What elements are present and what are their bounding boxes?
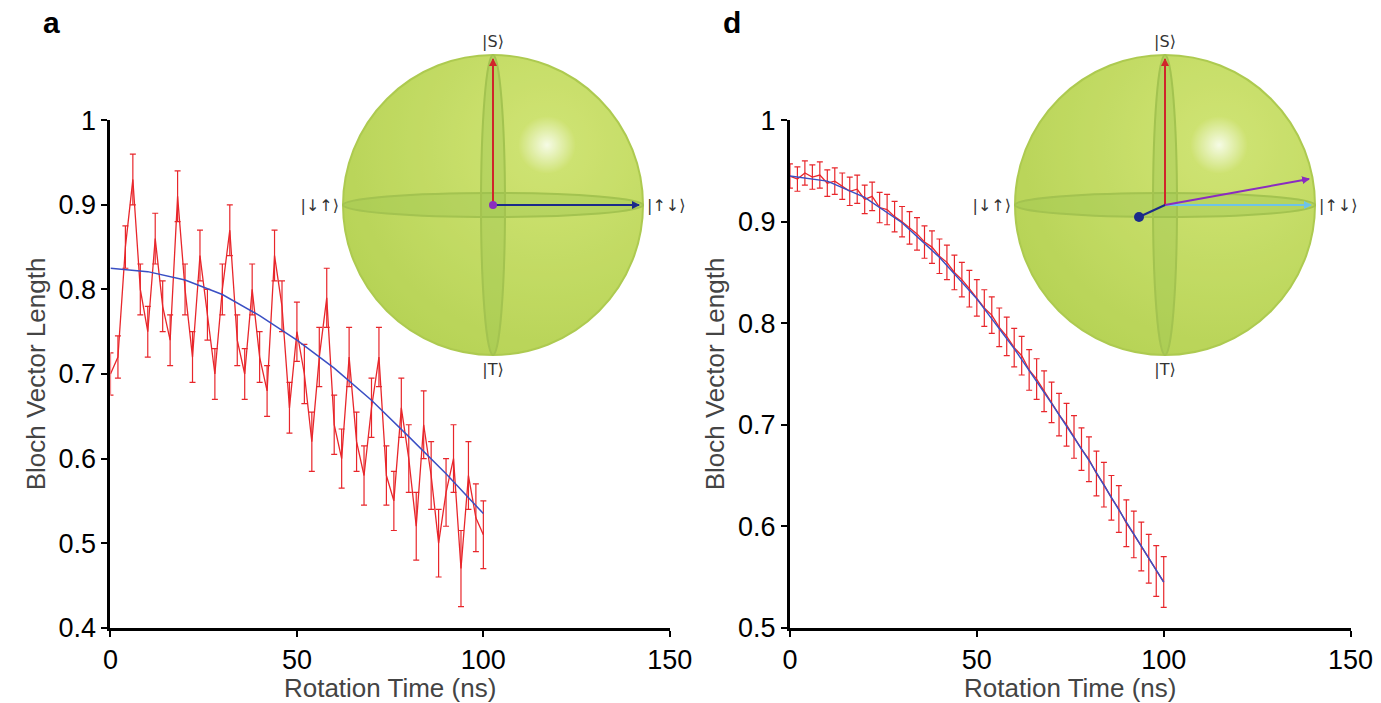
svg-text:0: 0 [782, 645, 797, 675]
svg-text:Bloch Vector Length: Bloch Vector Length [21, 258, 51, 491]
svg-text:|↑↓⟩: |↑↓⟩ [647, 196, 685, 215]
svg-text:0.6: 0.6 [59, 444, 97, 474]
svg-text:1: 1 [81, 106, 96, 136]
svg-text:a: a [43, 6, 60, 39]
svg-text:Rotation Time (ns): Rotation Time (ns) [284, 673, 496, 703]
svg-text:0.8: 0.8 [59, 275, 97, 305]
svg-text:0.9: 0.9 [738, 207, 776, 237]
svg-text:150: 150 [1328, 645, 1373, 675]
svg-text:100: 100 [461, 645, 506, 675]
svg-text:0.6: 0.6 [738, 512, 776, 542]
svg-text:0.8: 0.8 [738, 309, 776, 339]
svg-text:0.7: 0.7 [738, 410, 776, 440]
svg-text:|↓↑⟩: |↓↑⟩ [301, 196, 339, 215]
svg-text:50: 50 [282, 645, 312, 675]
svg-text:0.4: 0.4 [59, 613, 97, 643]
svg-text:0.5: 0.5 [738, 613, 776, 643]
svg-text:|T⟩: |T⟩ [1154, 360, 1175, 379]
svg-text:0: 0 [103, 645, 118, 675]
svg-text:100: 100 [1141, 645, 1186, 675]
svg-text:|↓↑⟩: |↓↑⟩ [973, 196, 1011, 215]
svg-text:|S⟩: |S⟩ [482, 32, 504, 51]
svg-text:1: 1 [761, 106, 776, 136]
svg-text:0.7: 0.7 [59, 359, 97, 389]
svg-text:Rotation Time (ns): Rotation Time (ns) [964, 673, 1176, 703]
svg-text:0.9: 0.9 [59, 190, 97, 220]
svg-text:|↑↓⟩: |↑↓⟩ [1319, 196, 1357, 215]
svg-text:150: 150 [647, 645, 692, 675]
svg-text:Bloch Vector Length: Bloch Vector Length [700, 258, 730, 491]
svg-text:|T⟩: |T⟩ [482, 360, 503, 379]
svg-text:|S⟩: |S⟩ [1154, 32, 1176, 51]
svg-text:0.5: 0.5 [59, 529, 97, 559]
svg-text:d: d [723, 6, 741, 39]
svg-text:50: 50 [962, 645, 992, 675]
